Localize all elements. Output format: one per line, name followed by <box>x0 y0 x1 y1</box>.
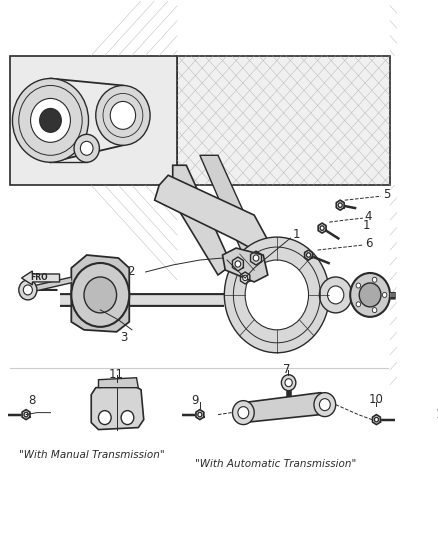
Circle shape <box>253 255 259 261</box>
Circle shape <box>224 237 329 353</box>
Text: 11: 11 <box>108 368 123 381</box>
Circle shape <box>372 308 377 312</box>
Polygon shape <box>240 272 250 284</box>
Text: 5: 5 <box>383 188 390 201</box>
Circle shape <box>31 99 71 142</box>
Polygon shape <box>200 155 268 270</box>
Circle shape <box>319 277 352 313</box>
Polygon shape <box>304 250 312 260</box>
Circle shape <box>356 302 360 307</box>
Circle shape <box>39 108 61 132</box>
Circle shape <box>320 226 324 230</box>
Circle shape <box>319 399 330 410</box>
Circle shape <box>374 417 378 422</box>
FancyArrow shape <box>21 271 60 285</box>
Polygon shape <box>372 415 380 425</box>
Circle shape <box>110 101 136 130</box>
Circle shape <box>19 280 37 300</box>
Text: 2: 2 <box>127 265 135 278</box>
Circle shape <box>328 286 344 304</box>
Polygon shape <box>155 175 268 255</box>
Polygon shape <box>233 257 244 271</box>
Polygon shape <box>244 393 332 423</box>
Circle shape <box>84 277 117 313</box>
Text: "With Automatic Transmission": "With Automatic Transmission" <box>195 459 357 470</box>
Polygon shape <box>318 223 326 233</box>
Polygon shape <box>336 200 344 210</box>
Circle shape <box>338 203 342 207</box>
Circle shape <box>96 85 150 146</box>
Text: "With Manual Transmission": "With Manual Transmission" <box>19 449 164 459</box>
Text: 1: 1 <box>292 228 300 240</box>
Circle shape <box>12 78 88 162</box>
Text: 9: 9 <box>191 394 199 407</box>
Text: 1: 1 <box>435 408 438 421</box>
Circle shape <box>307 253 311 257</box>
Circle shape <box>235 261 241 267</box>
Circle shape <box>99 410 111 425</box>
Bar <box>10 55 177 185</box>
Text: 3: 3 <box>120 332 127 344</box>
Circle shape <box>350 273 390 317</box>
Circle shape <box>281 375 296 391</box>
Circle shape <box>24 413 28 417</box>
Circle shape <box>245 260 308 330</box>
Polygon shape <box>22 410 30 419</box>
Polygon shape <box>173 165 232 275</box>
Text: 7: 7 <box>283 363 290 376</box>
Circle shape <box>121 410 134 425</box>
Polygon shape <box>223 248 268 282</box>
Text: 4: 4 <box>365 209 372 223</box>
Circle shape <box>198 413 202 417</box>
Circle shape <box>359 283 381 307</box>
Circle shape <box>233 401 254 425</box>
Text: 10: 10 <box>369 393 384 406</box>
Circle shape <box>71 263 129 327</box>
Circle shape <box>238 407 249 418</box>
Polygon shape <box>71 255 129 332</box>
Text: 6: 6 <box>365 237 372 249</box>
Circle shape <box>80 141 93 155</box>
Text: 1: 1 <box>362 219 370 232</box>
Circle shape <box>372 277 377 282</box>
Text: 8: 8 <box>28 394 35 407</box>
Text: FRO: FRO <box>30 273 48 282</box>
Circle shape <box>243 275 247 281</box>
Circle shape <box>356 283 360 288</box>
Circle shape <box>23 285 32 295</box>
Polygon shape <box>251 251 261 265</box>
Polygon shape <box>99 378 138 387</box>
Circle shape <box>314 393 336 417</box>
Polygon shape <box>196 410 204 419</box>
Circle shape <box>382 293 387 297</box>
Polygon shape <box>91 385 144 430</box>
Circle shape <box>285 379 292 386</box>
Circle shape <box>74 134 99 162</box>
Bar <box>177 55 390 185</box>
